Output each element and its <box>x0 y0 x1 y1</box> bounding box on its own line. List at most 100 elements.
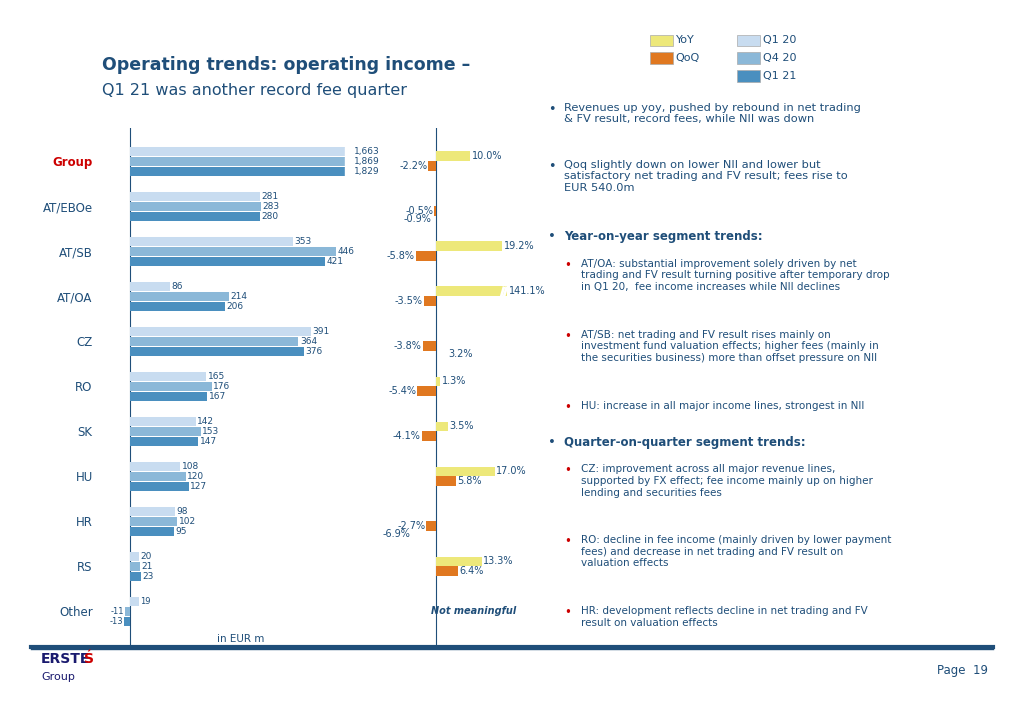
Bar <box>424 296 436 306</box>
Text: Q1 20: Q1 20 <box>763 35 797 45</box>
Bar <box>436 152 470 162</box>
Text: Page  19: Page 19 <box>937 664 988 677</box>
Bar <box>130 337 298 346</box>
Text: AT/SB: net trading and FV result rises mainly on
investment fund valuation effec: AT/SB: net trading and FV result rises m… <box>581 330 879 363</box>
Text: 421: 421 <box>327 257 343 266</box>
Text: 206: 206 <box>226 302 244 311</box>
Bar <box>422 431 436 441</box>
Bar <box>125 607 130 615</box>
Text: 165: 165 <box>208 372 225 381</box>
Text: Q4 20: Q4 20 <box>763 53 797 63</box>
Text: Operating trends: operating income –: Operating trends: operating income – <box>102 57 471 74</box>
Text: 214: 214 <box>230 292 248 301</box>
Bar <box>436 286 507 296</box>
Text: 3.5%: 3.5% <box>450 421 474 432</box>
Text: Q1 21: Q1 21 <box>763 71 797 81</box>
Text: -5.8%: -5.8% <box>387 251 415 262</box>
Text: -3.5%: -3.5% <box>394 296 423 306</box>
Text: -2.7%: -2.7% <box>397 521 425 531</box>
Bar <box>130 552 139 561</box>
Text: -6.9%: -6.9% <box>383 530 411 540</box>
Bar <box>428 162 436 172</box>
Bar <box>130 462 180 471</box>
Bar <box>130 212 260 220</box>
Text: QoQ: QoQ <box>676 53 700 63</box>
Text: -0.5%: -0.5% <box>406 206 433 216</box>
Text: 364: 364 <box>300 337 317 346</box>
Text: -13: -13 <box>110 617 123 626</box>
Text: •: • <box>548 160 555 172</box>
Bar <box>130 302 225 311</box>
Text: •: • <box>548 436 556 449</box>
Bar <box>436 242 503 252</box>
Text: Not meaningful: Not meaningful <box>431 606 516 616</box>
Text: -3.8%: -3.8% <box>393 341 422 352</box>
Text: •: • <box>564 330 571 342</box>
Text: 142: 142 <box>198 417 214 426</box>
Bar <box>130 427 201 436</box>
Bar <box>130 597 139 605</box>
Text: 1,869: 1,869 <box>353 157 379 166</box>
Text: •: • <box>564 535 571 548</box>
Text: 102: 102 <box>179 517 196 526</box>
Bar <box>130 157 352 166</box>
Text: 98: 98 <box>177 507 188 516</box>
Bar <box>130 392 208 401</box>
Text: 1.3%: 1.3% <box>441 376 466 386</box>
Text: 10.0%: 10.0% <box>472 152 503 162</box>
Text: -4.1%: -4.1% <box>392 431 421 442</box>
Bar <box>130 382 212 391</box>
Text: RO: decline in fee income (mainly driven by lower payment
fees) and decrease in : RO: decline in fee income (mainly driven… <box>581 535 891 569</box>
Bar <box>130 282 170 291</box>
Bar <box>130 202 261 211</box>
Text: 1,829: 1,829 <box>353 167 379 176</box>
Bar <box>130 292 229 301</box>
Text: •: • <box>564 464 571 477</box>
Bar <box>130 257 325 266</box>
Text: 17.0%: 17.0% <box>496 467 526 476</box>
Bar <box>130 472 185 481</box>
Text: Q1 21 was another record fee quarter: Q1 21 was another record fee quarter <box>102 83 408 98</box>
Text: 141.1%: 141.1% <box>509 286 546 296</box>
Text: 95: 95 <box>175 527 187 536</box>
Text: 280: 280 <box>261 212 279 220</box>
Text: 283: 283 <box>262 202 280 211</box>
Text: -5.4%: -5.4% <box>388 386 416 396</box>
Bar <box>436 476 456 486</box>
Text: Qoq slightly down on lower NII and lower but
satisfactory net trading and FV res: Qoq slightly down on lower NII and lower… <box>564 160 848 193</box>
Text: •: • <box>548 230 556 243</box>
Bar <box>130 507 175 516</box>
Text: AT/OA: substantial improvement solely driven by net
trading and FV result turnin: AT/OA: substantial improvement solely dr… <box>581 259 889 292</box>
Bar <box>130 247 337 256</box>
Bar <box>130 562 140 571</box>
Text: 86: 86 <box>171 282 183 291</box>
Bar <box>436 467 495 476</box>
Text: -0.9%: -0.9% <box>403 214 432 224</box>
Bar <box>130 167 352 176</box>
Bar <box>423 342 436 351</box>
Text: 6.4%: 6.4% <box>459 566 483 576</box>
Text: HU: increase in all major income lines, strongest in NII: HU: increase in all major income lines, … <box>581 401 864 411</box>
Bar <box>436 557 482 566</box>
Bar <box>417 386 436 396</box>
Text: 446: 446 <box>338 247 354 256</box>
Text: 353: 353 <box>295 237 312 246</box>
Text: •: • <box>564 401 571 413</box>
Bar <box>130 572 140 581</box>
Text: 376: 376 <box>305 347 323 356</box>
Bar <box>130 192 260 201</box>
Bar <box>436 566 458 576</box>
Text: 1,663: 1,663 <box>353 147 379 156</box>
Text: 20: 20 <box>140 552 153 561</box>
Text: Year-on-year segment trends:: Year-on-year segment trends: <box>564 230 763 243</box>
Text: 21: 21 <box>141 562 153 571</box>
Text: 108: 108 <box>181 462 199 471</box>
Text: 19.2%: 19.2% <box>504 242 535 252</box>
Text: 153: 153 <box>203 427 219 436</box>
Bar <box>130 372 207 381</box>
Text: 13.3%: 13.3% <box>483 557 514 566</box>
Text: -11: -11 <box>111 607 124 616</box>
Bar <box>130 238 294 246</box>
Text: 120: 120 <box>187 472 204 481</box>
Text: 167: 167 <box>209 392 226 401</box>
